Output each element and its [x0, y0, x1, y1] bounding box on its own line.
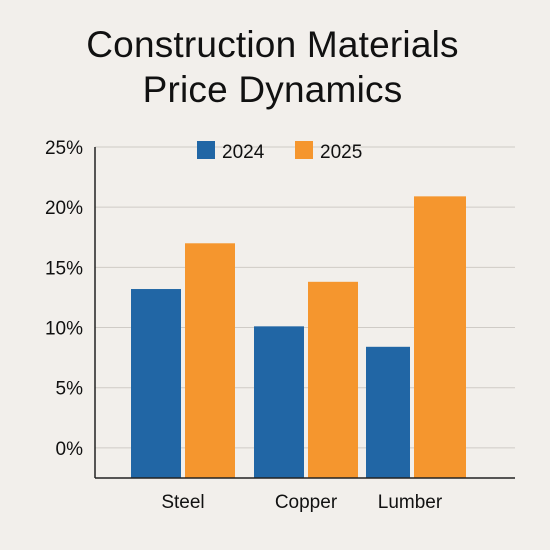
chart-title: Construction Materials Price Dynamics — [0, 22, 545, 112]
x-tick-label-copper: Copper — [275, 492, 338, 513]
bar-2024-lumber — [366, 346, 410, 478]
chart-title-line-1: Construction Materials — [86, 24, 459, 65]
x-tick-label-steel: Steel — [161, 492, 204, 513]
bar-2025-steel — [185, 243, 235, 478]
bar-2024-copper — [254, 326, 304, 478]
chart-title-line-2: Price Dynamics — [142, 69, 403, 110]
y-tick-label: 0% — [56, 439, 84, 460]
y-tick-labels: 0% 5% 10% 15% 20% 25% — [45, 138, 83, 460]
y-tick-label: 15% — [45, 258, 83, 279]
legend-label-2025: 2025 — [320, 142, 362, 163]
legend-swatch-2025 — [295, 141, 313, 159]
x-tick-label-lumber: Lumber — [378, 492, 443, 513]
y-tick-label: 25% — [45, 138, 83, 159]
bar-2025-lumber — [414, 196, 466, 478]
y-tick-label: 20% — [45, 198, 83, 219]
legend: 2024 2025 — [197, 141, 362, 163]
bar-2025-copper — [308, 281, 358, 478]
bars — [131, 196, 466, 478]
legend-swatch-2024 — [197, 141, 215, 159]
y-tick-label: 10% — [45, 319, 83, 340]
bar-2024-steel — [131, 289, 181, 478]
x-tick-labels: Steel Copper Lumber — [161, 492, 443, 513]
y-tick-label: 5% — [56, 379, 84, 400]
axes — [94, 147, 515, 479]
legend-label-2024: 2024 — [222, 142, 265, 163]
